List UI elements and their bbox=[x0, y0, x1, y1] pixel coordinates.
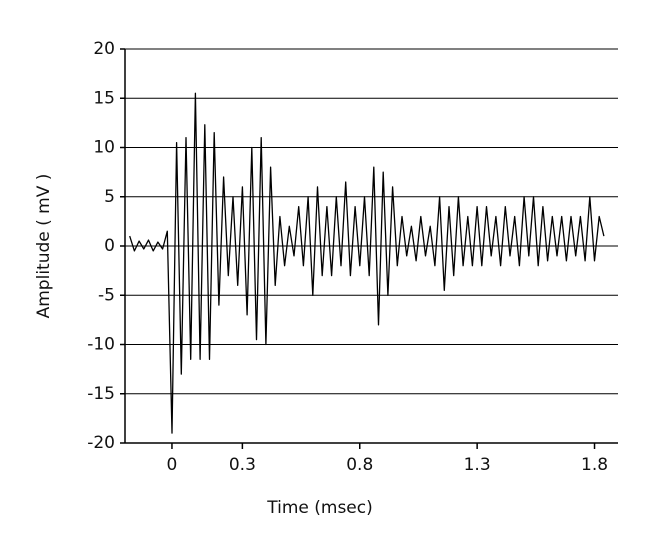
y-tick-label: -20 bbox=[87, 433, 115, 453]
y-axis-label: Amplitude ( mV ) bbox=[34, 174, 54, 319]
x-axis-label: Time (msec) bbox=[266, 498, 373, 518]
x-tick-label: 1.3 bbox=[464, 455, 491, 475]
y-tick-label: 5 bbox=[104, 187, 115, 207]
y-tick-label: 20 bbox=[93, 39, 115, 59]
y-tick-label: -15 bbox=[87, 384, 115, 404]
line bbox=[129, 92, 605, 434]
y-tick-label: -10 bbox=[87, 335, 115, 355]
x-tick-label: 1.8 bbox=[581, 455, 608, 475]
y-tick-label: 0 bbox=[104, 236, 115, 256]
y-tick-label: -5 bbox=[98, 285, 115, 305]
y-tick-label: 15 bbox=[93, 88, 115, 108]
x-tick-label: 0 bbox=[167, 455, 178, 475]
x-tick-label: 0.3 bbox=[229, 455, 256, 475]
y-tick-label: 10 bbox=[93, 138, 115, 158]
x-tick-label: 0.8 bbox=[346, 455, 373, 475]
